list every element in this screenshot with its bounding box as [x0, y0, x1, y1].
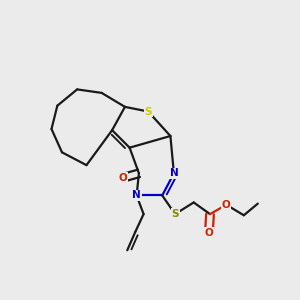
Text: O: O	[118, 173, 127, 183]
Text: N: N	[169, 168, 178, 178]
Text: O: O	[205, 228, 213, 238]
Text: N: N	[132, 190, 141, 200]
Text: S: S	[171, 209, 179, 219]
Text: O: O	[222, 200, 231, 210]
Text: S: S	[145, 106, 152, 116]
